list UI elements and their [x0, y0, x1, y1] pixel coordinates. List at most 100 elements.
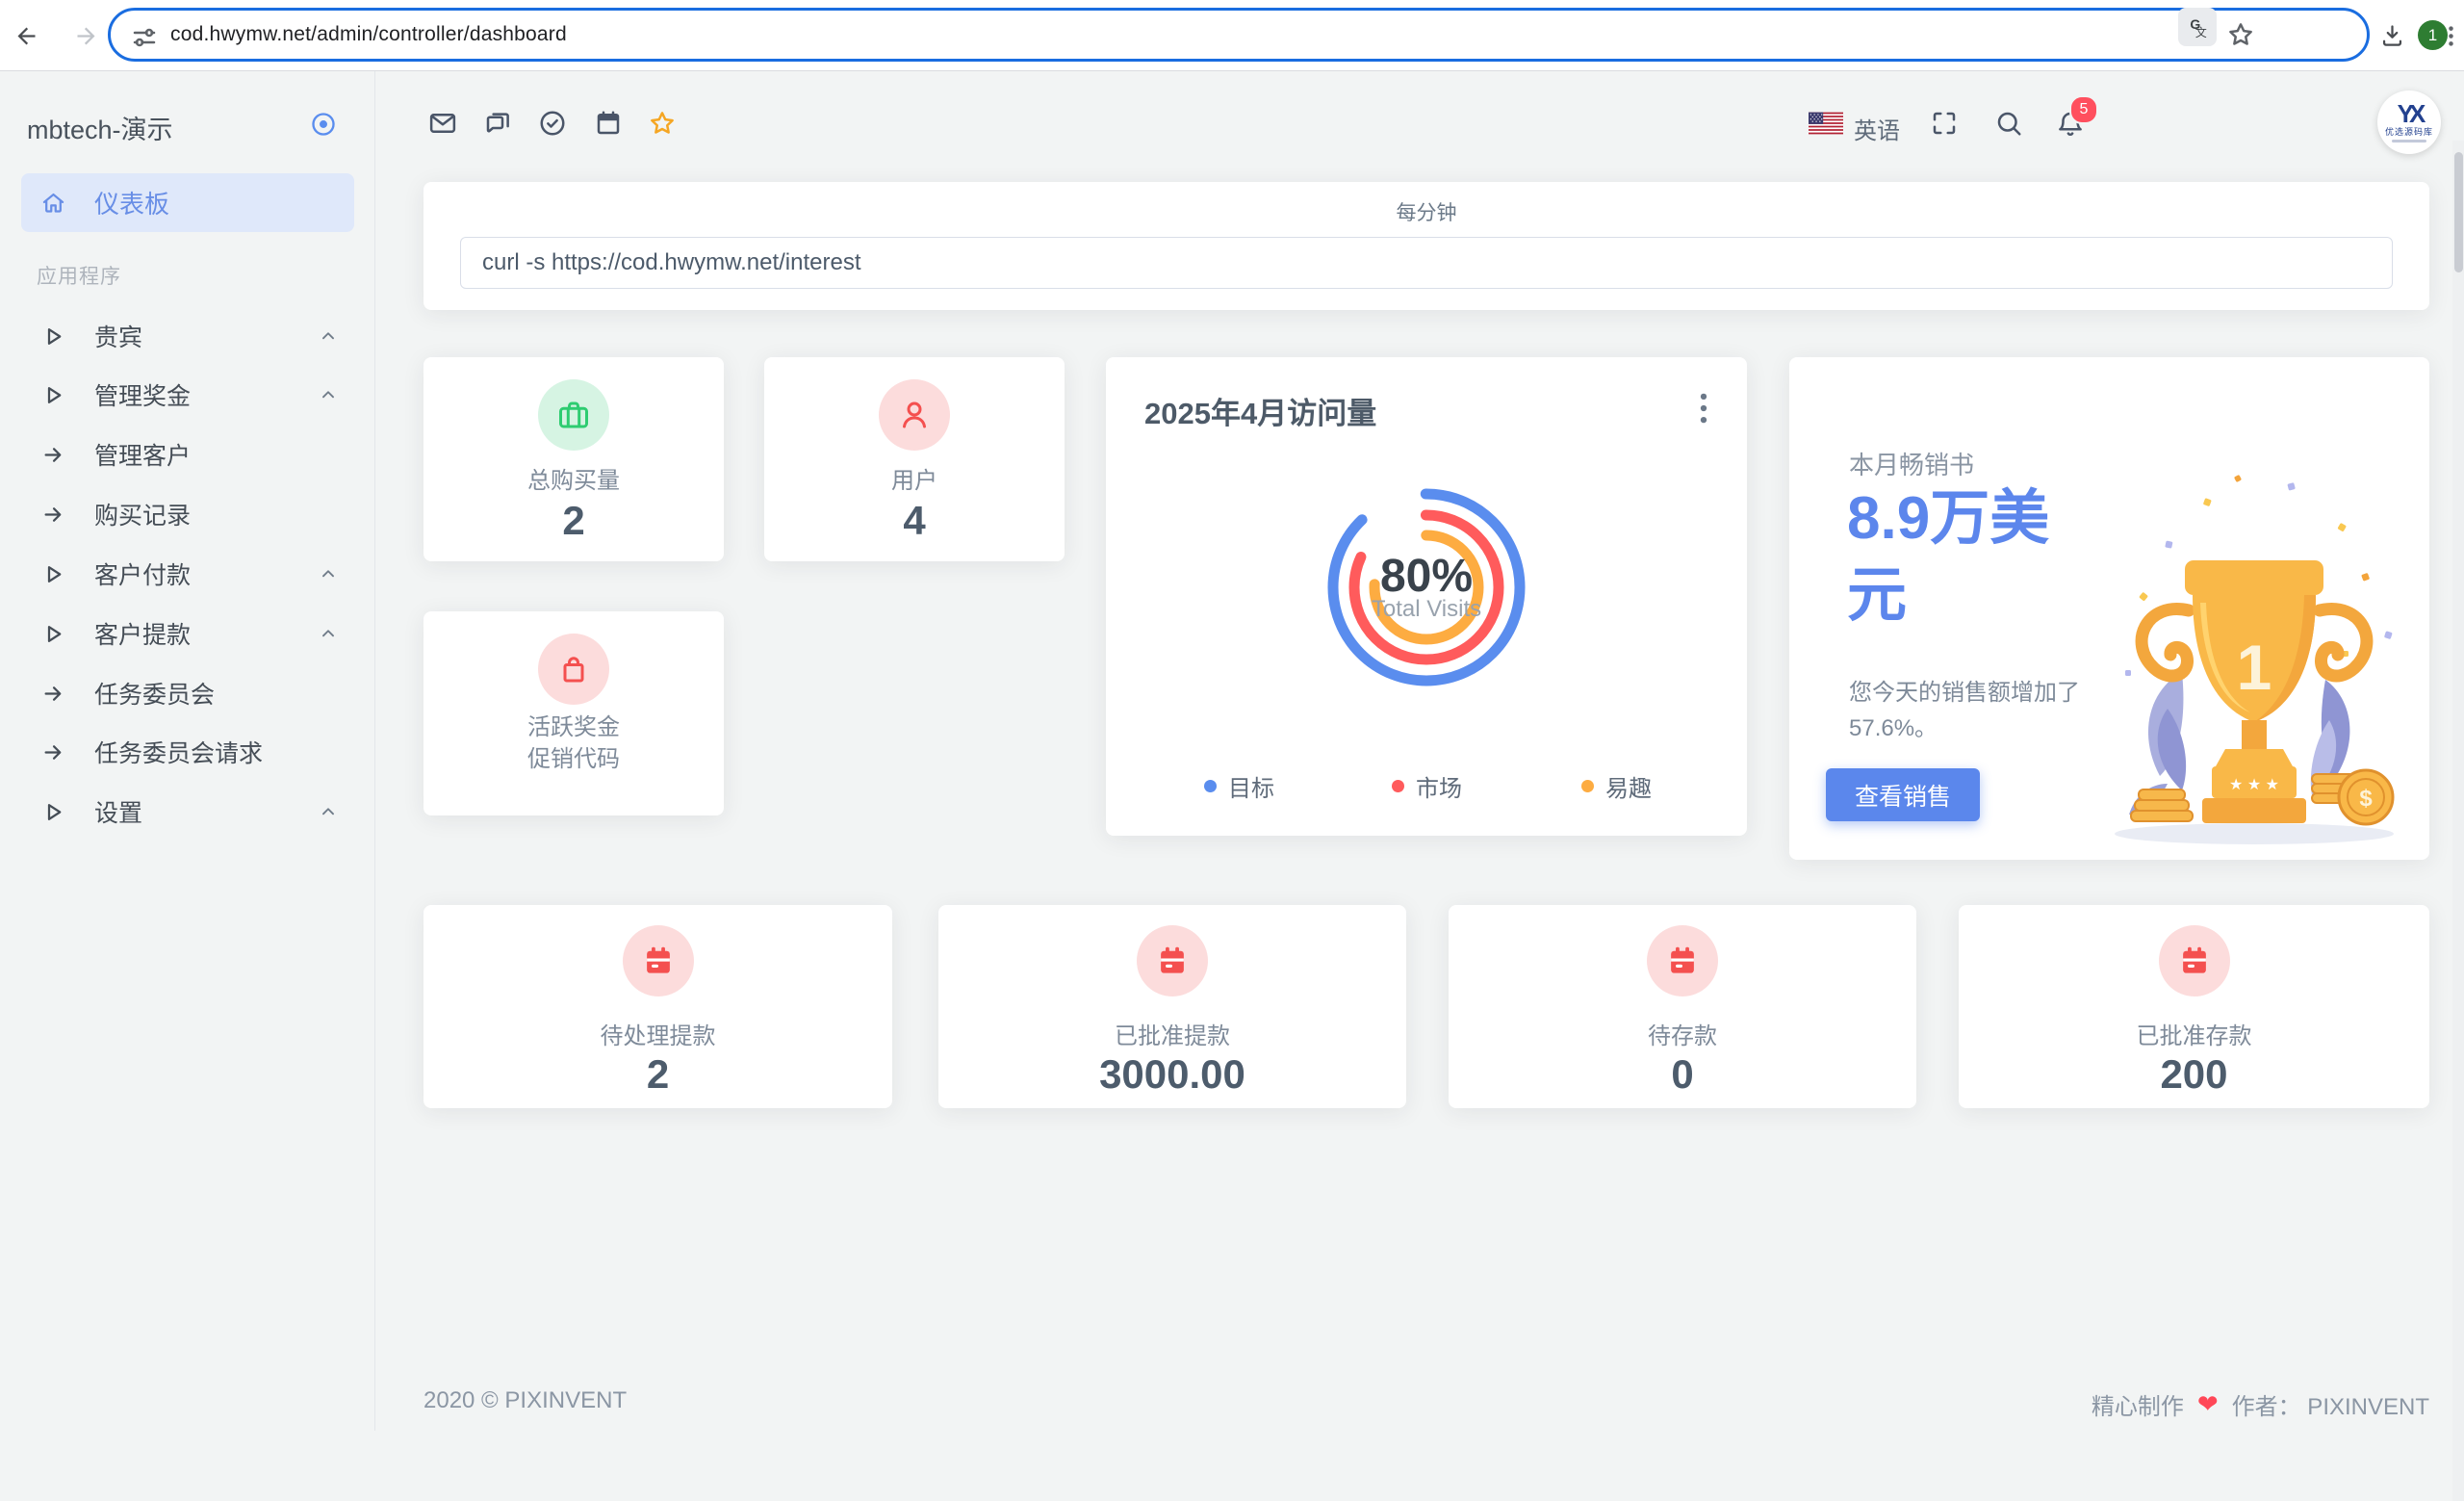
stat-card-users: 用户 4 — [764, 357, 1065, 561]
stat-label: 总购买量 — [527, 468, 620, 494]
chevron-up-icon — [322, 630, 334, 637]
mail-icon[interactable] — [428, 109, 457, 138]
heart-icon: ❤ — [2196, 1389, 2219, 1418]
app-shell: mbtech-演示 仪表板 应用程序 贵宾 管理奖金 管理客户 购买记录 客户付… — [0, 70, 2464, 1501]
menu-kebab-icon[interactable] — [2438, 23, 2464, 49]
sidebar-item-label: 仪表板 — [94, 190, 170, 219]
radial-arc-2 — [1369, 530, 1484, 645]
scrollbar-thumb[interactable] — [2454, 152, 2463, 272]
search-icon[interactable] — [1994, 109, 2023, 138]
chart-center-label: Total Visits — [1371, 596, 1482, 622]
user-avatar[interactable]: YX 优选源码库 — [2377, 91, 2441, 154]
legend-dot-2 — [1581, 780, 1594, 792]
svg-text:文: 文 — [2195, 26, 2207, 39]
footer-credit: 精心制作 ❤ 作者： PIXINVENT — [2091, 1389, 2429, 1420]
sales-description: 您今天的销售额增加了57.6%。 — [1849, 680, 2080, 741]
sidebar-item-purchase-records[interactable]: 购买记录 — [21, 484, 354, 544]
footer-copyright: 2020 © PIXINVENT — [424, 1387, 628, 1413]
app-logo[interactable]: mbtech-演示 — [27, 116, 173, 144]
svg-text:1: 1 — [2237, 632, 2272, 703]
us-flag-icon[interactable] — [1809, 112, 1843, 135]
radial-arc-0 — [1327, 488, 1526, 686]
cron-command-input[interactable] — [460, 237, 2393, 289]
sidebar-item-task-committee-requests[interactable]: 任务委员会请求 — [21, 722, 354, 782]
legend-item-target[interactable]: 目标 — [1204, 769, 1274, 803]
shopping-bag-icon — [538, 634, 609, 705]
stat-value: 2 — [562, 498, 585, 543]
user-icon — [879, 379, 950, 451]
play-icon — [47, 386, 62, 403]
sidebar-item-task-committee[interactable]: 任务委员会 — [21, 663, 354, 723]
fullscreen-icon[interactable] — [1930, 109, 1959, 138]
sidebar-item-manage-bonus[interactable]: 管理奖金 — [21, 365, 354, 425]
legend-item-market[interactable]: 市场 — [1392, 769, 1462, 803]
stat-value: 200 — [2160, 1051, 2228, 1097]
sidebar-item-customer-payments[interactable]: 客户付款 — [21, 544, 354, 604]
legend-dot-0 — [1204, 780, 1217, 792]
arrow-right-icon — [44, 686, 62, 701]
sidebar-item-settings[interactable]: 设置 — [21, 782, 354, 841]
browser-toolbar: cod.hwymw.net/admin/controller/dashboard… — [0, 0, 2464, 71]
svg-text:★ ★ ★: ★ ★ ★ — [2229, 777, 2279, 793]
sidebar-item-dashboard[interactable]: 仪表板 — [21, 173, 354, 232]
stat-label: 活跃奖金促销代码 — [527, 714, 620, 772]
legend-item-ebay[interactable]: 易趣 — [1581, 769, 1652, 803]
play-icon — [47, 565, 62, 582]
avatar-label: 优选源码库 — [2384, 127, 2433, 137]
back-icon[interactable] — [13, 23, 39, 49]
stat-label: 已批准存款 — [2136, 1023, 2252, 1049]
arrow-right-icon — [44, 506, 62, 522]
sidebar-item-manage-customers[interactable]: 管理客户 — [21, 425, 354, 484]
calendar-badge-icon — [2158, 925, 2230, 996]
arrow-right-icon — [44, 744, 62, 760]
star-icon[interactable] — [648, 109, 677, 138]
url-text[interactable]: cod.hwymw.net/admin/controller/dashboard — [170, 23, 567, 45]
play-icon — [47, 803, 62, 820]
chart-center-value: 80% — [1379, 551, 1474, 602]
calendar-badge-icon — [1647, 925, 1718, 996]
chevron-up-icon — [322, 332, 334, 340]
svg-text:G: G — [2190, 16, 2200, 32]
cron-card-title: 每分钟 — [1396, 202, 1457, 224]
avatar-monogram: YX — [2397, 99, 2426, 128]
stat-label: 用户 — [891, 468, 937, 494]
check-circle-icon[interactable] — [538, 109, 567, 138]
arrow-right-icon — [44, 447, 62, 462]
sales-amount: 8.9万美元 — [1847, 485, 2050, 629]
language-selector[interactable]: 英语 — [1854, 118, 1900, 144]
stat-value: 4 — [903, 498, 926, 543]
sidebar-item-customer-withdrawals[interactable]: 客户提款 — [21, 604, 354, 663]
sidebar-item-vip[interactable]: 贵宾 — [21, 306, 354, 366]
chevron-up-icon — [322, 808, 334, 815]
chevron-up-icon — [322, 570, 334, 578]
monthly-sales-card: 本月畅销书 8.9万美元 您今天的销售额增加了57.6%。 查看销售 — [1789, 357, 2429, 860]
trophy-illustration: 1 ★ ★ ★ $ — [2115, 475, 2395, 844]
site-info-icon[interactable] — [130, 23, 159, 52]
url-bar[interactable]: cod.hwymw.net/admin/controller/dashboard — [108, 8, 2370, 62]
notification-badge[interactable]: 5 — [2069, 95, 2098, 124]
scrollbar-track[interactable] — [2452, 141, 2464, 1501]
bookmark-star-icon[interactable] — [2226, 20, 2255, 49]
legend-dot-1 — [1392, 780, 1404, 792]
play-icon — [47, 625, 62, 642]
calendar-badge-icon — [1137, 925, 1208, 996]
main-area: 英语 5 YX 优选源码库 每分钟 总购买量 2 用户 — [375, 70, 2464, 1431]
stat-label: 已批准提款 — [1115, 1023, 1230, 1049]
chat-icon[interactable] — [483, 109, 512, 138]
menu-pin-icon[interactable] — [310, 111, 337, 138]
stat-value: 0 — [1671, 1051, 1694, 1097]
calendar-badge-icon — [622, 925, 694, 996]
stat-card-approved-withdrawals: 已批准提款 3000.00 — [938, 905, 1406, 1108]
chart-title: 2025年4月访问量 — [1144, 397, 1377, 430]
browser-profile-avatar[interactable]: 1 — [2418, 20, 2448, 50]
download-icon[interactable] — [2379, 22, 2405, 48]
forward-icon[interactable] — [73, 23, 99, 49]
svg-text:$: $ — [2359, 786, 2373, 812]
card-menu-kebab-icon[interactable] — [1699, 392, 1708, 425]
cron-card: 每分钟 — [424, 182, 2429, 310]
play-icon — [47, 327, 62, 345]
calendar-icon[interactable] — [594, 109, 623, 138]
stat-card-approved-deposits: 已批准存款 200 — [1959, 905, 2429, 1108]
view-sales-button[interactable]: 查看销售 — [1826, 768, 1980, 821]
